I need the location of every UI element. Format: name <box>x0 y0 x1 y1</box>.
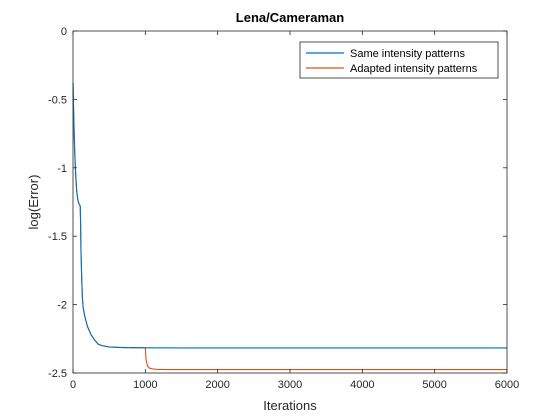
y-tick-label: -1 <box>57 163 67 175</box>
y-tick-label: -0.5 <box>48 94 67 106</box>
y-axis-label: log(Error) <box>26 175 41 230</box>
x-axis-label: Iterations <box>263 398 317 413</box>
legend-label-adapted-intensity: Adapted intensity patterns <box>350 63 478 75</box>
y-tick-label: -2.5 <box>48 368 67 380</box>
x-tick-label: 2000 <box>205 379 229 391</box>
x-tick-label: 3000 <box>278 379 302 391</box>
y-tick-label: -2 <box>57 300 67 312</box>
plot-area <box>73 31 507 373</box>
legend-label-same-intensity: Same intensity patterns <box>350 48 465 60</box>
legend: Same intensity patterns Adapted intensit… <box>299 41 499 79</box>
x-tick-label: 6000 <box>495 379 519 391</box>
series-layer <box>72 82 507 371</box>
x-tick-label: 0 <box>70 379 76 391</box>
x-tick-label: 5000 <box>422 379 446 391</box>
x-tick-label: 4000 <box>350 379 374 391</box>
ticks-layer: 0 1000 2000 3000 4000 5000 6000 0 -0.5 -1 -1.5 -2 -2… <box>48 26 519 391</box>
x-tick-label: 1000 <box>133 379 157 391</box>
y-tick-label: 0 <box>61 26 67 38</box>
legend-box <box>299 41 499 79</box>
chart-title: Lena/Cameraman <box>236 10 344 25</box>
y-tick-label: -1.5 <box>48 231 67 243</box>
series-line-same-intensity <box>72 82 507 349</box>
